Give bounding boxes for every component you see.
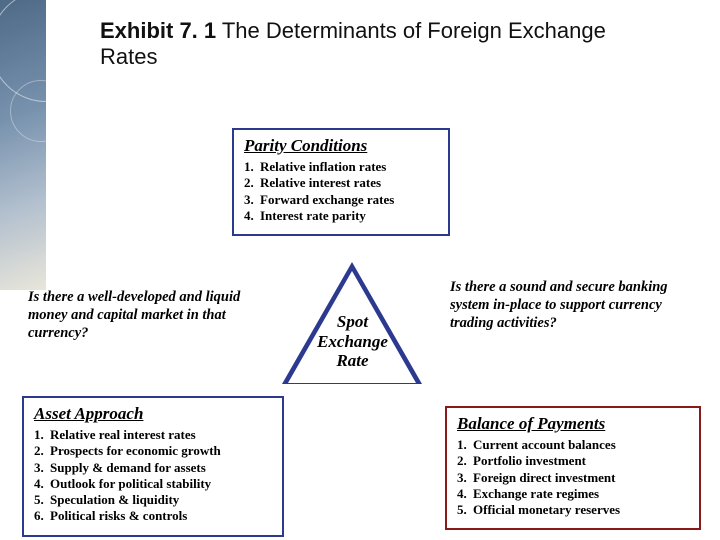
decorative-sidebar <box>0 0 46 290</box>
list-item: 5.Speculation & liquidity <box>34 492 272 508</box>
list-item: 3.Supply & demand for assets <box>34 460 272 476</box>
tri-l1: Spot <box>337 312 368 331</box>
list-item: 6.Political risks & controls <box>34 508 272 524</box>
title-prefix: Exhibit 7. 1 <box>100 18 216 43</box>
asset-title: Asset Approach <box>34 404 272 424</box>
balance-of-payments-box: Balance of Payments 1.Current account ba… <box>445 406 701 530</box>
blurb-left: Is there a well-developed and liquid mon… <box>28 288 248 342</box>
parity-list: 1.Relative inflation rates 2.Relative in… <box>244 159 438 224</box>
list-item: 4.Exchange rate regimes <box>457 486 689 502</box>
balance-title: Balance of Payments <box>457 414 689 434</box>
balance-list: 1.Current account balances 2.Portfolio i… <box>457 437 689 518</box>
parity-title: Parity Conditions <box>244 136 438 156</box>
list-item: 3.Foreign direct investment <box>457 470 689 486</box>
parity-conditions-box: Parity Conditions 1.Relative inflation r… <box>232 128 450 236</box>
list-item: 4.Outlook for political stability <box>34 476 272 492</box>
list-item: 1.Relative inflation rates <box>244 159 438 175</box>
list-item: 4.Interest rate parity <box>244 208 438 224</box>
list-item: 5.Official monetary reserves <box>457 502 689 518</box>
asset-approach-box: Asset Approach 1.Relative real interest … <box>22 396 284 537</box>
tri-l3: Rate <box>336 351 368 370</box>
tri-l2: Exchange <box>317 332 388 351</box>
list-item: 3.Forward exchange rates <box>244 192 438 208</box>
list-item: 2.Prospects for economic growth <box>34 443 272 459</box>
list-item: 1.Current account balances <box>457 437 689 453</box>
list-item: 1.Relative real interest rates <box>34 427 272 443</box>
triangle-label: Spot Exchange Rate <box>300 312 405 371</box>
asset-list: 1.Relative real interest rates 2.Prospec… <box>34 427 272 525</box>
page-title: Exhibit 7. 1 The Determinants of Foreign… <box>100 18 660 71</box>
list-item: 2.Portfolio investment <box>457 453 689 469</box>
list-item: 2.Relative interest rates <box>244 175 438 191</box>
blurb-right: Is there a sound and secure banking syst… <box>450 278 700 332</box>
